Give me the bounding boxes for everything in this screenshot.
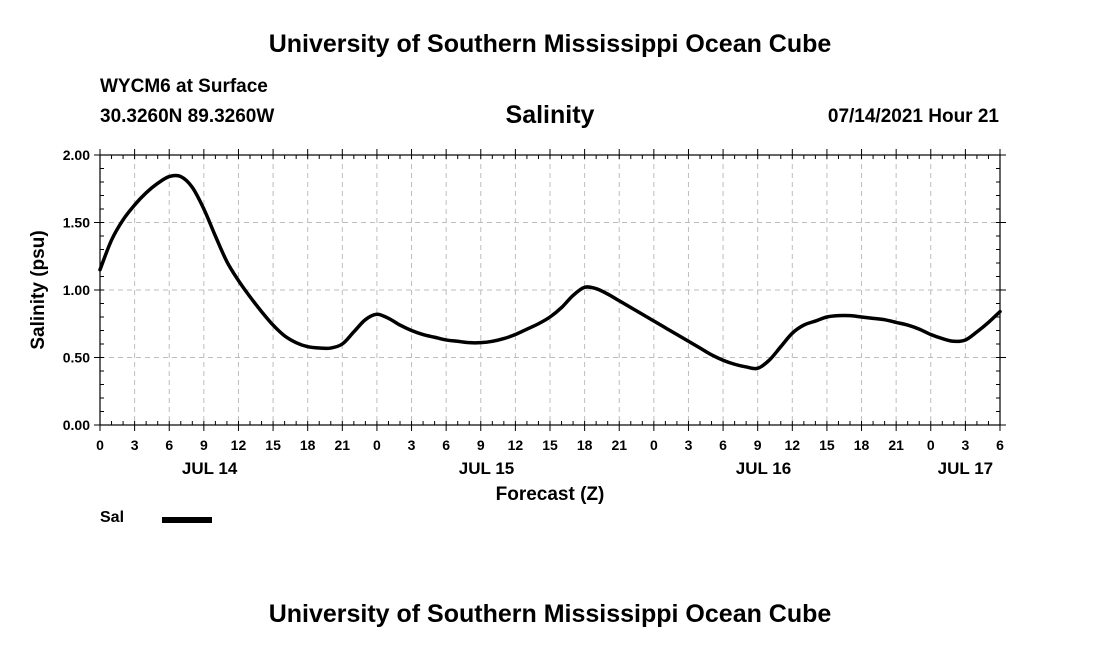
- x-tick-label: 3: [961, 437, 969, 453]
- x-tick-label: 0: [96, 437, 104, 453]
- top-title: University of Southern Mississippi Ocean…: [268, 30, 832, 58]
- x-tick-label: 0: [650, 437, 658, 453]
- x-tick-label: 3: [685, 437, 693, 453]
- x-tick-label: 12: [508, 437, 524, 453]
- chart-title: Salinity: [505, 101, 595, 129]
- y-tick-label: 2.00: [63, 147, 90, 163]
- x-tick-label: 9: [754, 437, 762, 453]
- x-date-label: JUL 17: [938, 459, 993, 478]
- x-tick-label: 0: [373, 437, 381, 453]
- x-tick-label: 21: [888, 437, 904, 453]
- x-tick-label: 3: [408, 437, 416, 453]
- y-tick-label: 0.00: [63, 417, 90, 433]
- x-tick-label: 0: [927, 437, 935, 453]
- y-tick-label: 1.00: [63, 282, 90, 298]
- label-layer: 0.00 0.50 1.00 1.50 2.00 0 3 6 9 12 15 18 21 0 3 6 9 12 15…: [63, 147, 1004, 478]
- x-tick-label: 12: [785, 437, 801, 453]
- bottom-title: University of Southern Mississippi Ocean…: [268, 600, 832, 628]
- x-tick-label: 12: [231, 437, 247, 453]
- x-axis-title: Forecast (Z): [496, 484, 605, 505]
- grid-layer: [100, 155, 1000, 425]
- x-tick-label: 18: [577, 437, 593, 453]
- x-date-label: JUL 14: [182, 459, 238, 478]
- x-date-label: JUL 15: [459, 459, 514, 478]
- x-tick-label: 9: [477, 437, 485, 453]
- x-tick-label: 21: [335, 437, 351, 453]
- x-tick-label: 9: [200, 437, 208, 453]
- legend-label: Sal: [100, 509, 125, 526]
- forecast-datetime: 07/14/2021 Hour 21: [827, 106, 999, 127]
- x-tick-label: 15: [265, 437, 281, 453]
- station-coordinates: 30.3260N 89.3260W: [100, 106, 275, 127]
- y-axis-title: Salinity (psu): [28, 230, 49, 349]
- x-tick-label: 15: [819, 437, 835, 453]
- x-tick-label: 18: [300, 437, 316, 453]
- x-tick-label: 6: [442, 437, 450, 453]
- x-tick-label: 18: [854, 437, 870, 453]
- x-tick-label: 6: [996, 437, 1004, 453]
- x-date-label: JUL 16: [736, 459, 791, 478]
- x-tick-label: 6: [719, 437, 727, 453]
- x-tick-label: 21: [611, 437, 627, 453]
- x-tick-label: 3: [131, 437, 139, 453]
- y-tick-label: 1.50: [63, 215, 90, 231]
- y-tick-label: 0.50: [63, 350, 90, 366]
- tick-layer: [94, 149, 1006, 431]
- x-tick-label: 6: [165, 437, 173, 453]
- x-tick-label: 15: [542, 437, 558, 453]
- legend-swatch: [162, 517, 212, 523]
- station-name: WYCM6 at Surface: [100, 76, 268, 97]
- series-line-sal: [98, 173, 1002, 371]
